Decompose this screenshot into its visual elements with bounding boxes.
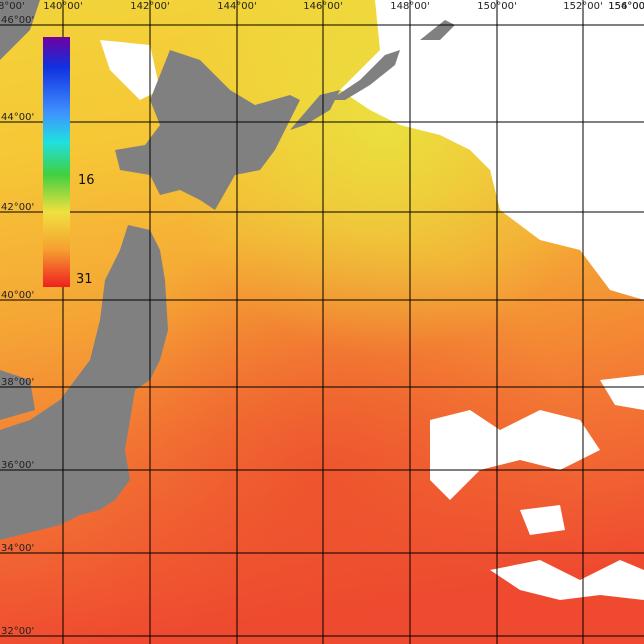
- longitude-label: 146°00': [303, 1, 343, 12]
- longitude-label: 152°00': [563, 1, 603, 12]
- longitude-label: 140°00': [43, 1, 83, 12]
- longitude-label: 142°00': [130, 1, 170, 12]
- longitude-label: 144°00': [217, 1, 257, 12]
- cloud-cover: [100, 0, 644, 600]
- latitude-label: 34°00': [1, 543, 34, 554]
- latitude-label: 36°00': [1, 460, 34, 471]
- latitude-label: 32°00': [1, 626, 34, 637]
- longitude-label: 138°00': [0, 1, 25, 12]
- latitude-label: 38°00': [1, 377, 34, 388]
- latitude-label: 46°00': [1, 15, 34, 26]
- land: [0, 0, 455, 540]
- colorbar-label: 31: [76, 272, 93, 287]
- latitude-label: 40°00': [1, 290, 34, 301]
- colorbar: [43, 37, 70, 287]
- longitude-label: 154°00': [608, 1, 644, 12]
- colorbar-label: 16: [78, 173, 95, 188]
- latitude-label: 44°00': [1, 112, 34, 123]
- longitude-label: 150°00': [477, 1, 517, 12]
- longitude-label: 156°00': [608, 1, 644, 12]
- latitude-label: 42°00': [1, 202, 34, 213]
- longitude-label: 148°00': [390, 1, 430, 12]
